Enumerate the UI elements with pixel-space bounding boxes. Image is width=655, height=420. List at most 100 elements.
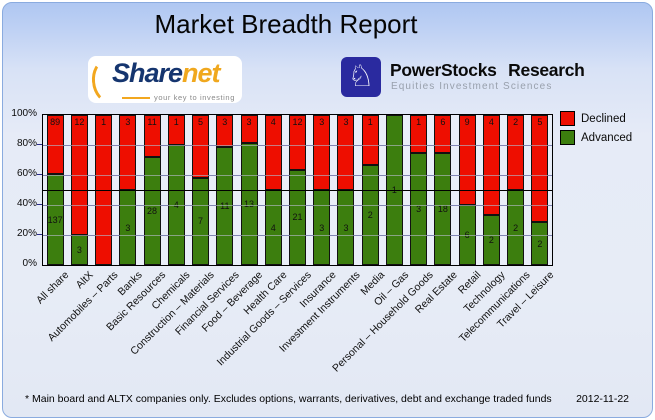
declined-value-label: 89 — [50, 117, 61, 127]
bar-segment-advanced: 4 — [264, 190, 282, 265]
stacked-bar: 89 137 — [46, 115, 64, 265]
y-axis-tick-label: 40% — [16, 198, 37, 209]
sharenet-tagline-rule — [122, 96, 150, 99]
declined-value-label: 1 — [101, 117, 107, 127]
declined-value-label: 5 — [537, 117, 543, 127]
bar-segment-declined: 3 — [240, 115, 258, 144]
advanced-value-label: 7 — [198, 216, 204, 227]
y-axis-tick-label: 0% — [22, 258, 37, 269]
declined-value-label: 3 — [246, 117, 252, 127]
bar-segment-declined: 3 — [119, 115, 137, 190]
stacked-bar: 12 21 — [289, 115, 306, 265]
plot-area: 8913712313311281457311313441221333312113… — [42, 114, 553, 266]
bar-segment-declined: 1 — [167, 115, 185, 145]
y-axis-tick-mark — [37, 234, 42, 235]
bar-segment-declined: 3 — [313, 115, 331, 190]
bar-segment-advanced: 137 — [46, 174, 64, 265]
bar-segment-declined: 5 — [531, 115, 549, 223]
chart-legend: Declined Advanced — [560, 111, 632, 149]
page-title: Market Breadth Report — [154, 9, 418, 39]
sharenet-tagline: your key to investing — [154, 93, 235, 102]
advanced-value-label: 18 — [437, 203, 448, 214]
declined-value-label: 3 — [222, 117, 228, 127]
declined-value-label: 1 — [416, 117, 422, 127]
gridline-overlay — [43, 235, 552, 236]
advanced-value-label: 28 — [147, 206, 158, 217]
bar-segment-advanced: 3 — [70, 235, 88, 265]
stacked-bar: 6 18 — [434, 115, 452, 265]
bar-segment-advanced: 28 — [143, 157, 161, 265]
advanced-value-label: 2 — [367, 210, 373, 220]
stacked-bar: 3 13 — [240, 115, 258, 265]
gridline-overlay — [43, 205, 552, 206]
sharenet-logo-text-share: Share — [112, 58, 183, 88]
bar-segment-advanced: 3 — [119, 190, 137, 265]
declined-value-label: 3 — [343, 117, 349, 127]
fifty-percent-reference-line — [43, 190, 552, 191]
bar-segment-declined: 89 — [46, 115, 64, 175]
footer: * Main board and ALTX companies only. Ex… — [25, 393, 629, 405]
y-axis-tick-mark — [37, 174, 42, 175]
y-axis-tick-mark — [37, 144, 42, 145]
bar-segment-declined: 11 — [143, 115, 161, 158]
bar-segment-advanced: 21 — [289, 169, 306, 265]
bar-segment-declined: 2 — [507, 115, 525, 190]
advanced-value-label: 3 — [76, 245, 82, 255]
advanced-value-label: 4 — [270, 222, 276, 233]
legend-item: Advanced — [560, 130, 632, 145]
x-axis-category-label: All share — [34, 269, 72, 307]
advanced-value-label: 2 — [488, 235, 494, 245]
declined-value-label: 3 — [319, 117, 325, 127]
legend-label: Declined — [581, 112, 626, 125]
bar-segment-declined: 6 — [434, 115, 452, 153]
declined-value-label: 11 — [147, 117, 157, 127]
bar-segment-advanced: 3 — [313, 190, 331, 265]
declined-value-label: 9 — [464, 117, 470, 127]
advanced-value-label: 3 — [125, 222, 131, 233]
sharenet-logo-text: Sharenet — [112, 58, 221, 89]
legend-swatch-declined — [560, 111, 575, 126]
footer-note: * Main board and ALTX companies only. Ex… — [25, 393, 552, 405]
sharenet-logo-text-net: net — [182, 58, 220, 88]
bar-segment-advanced: 2 — [361, 165, 379, 265]
gridline-overlay — [43, 175, 552, 176]
advanced-value-label: 11 — [220, 201, 230, 212]
legend-label: Advanced — [581, 131, 633, 144]
bar-segment-advanced: 18 — [434, 152, 452, 265]
bar-segment-declined: 5 — [192, 115, 210, 178]
advanced-value-label: 3 — [416, 203, 422, 214]
footer-date: 2012-11-22 — [576, 393, 629, 405]
bar-segment-declined: 12 — [289, 115, 306, 170]
bar-segment-advanced: 2 — [482, 215, 500, 265]
advanced-value-label: 3 — [343, 222, 349, 233]
declined-value-label: 12 — [292, 117, 303, 127]
sharenet-tagline-row: your key to investing — [122, 93, 235, 102]
declined-value-label: 4 — [488, 117, 494, 127]
powerstocks-logo-text: PowerStocks Research — [390, 60, 585, 80]
advanced-value-label: 137 — [47, 214, 63, 225]
advanced-value-label: 2 — [537, 238, 543, 249]
bar-segment-declined: 9 — [458, 115, 476, 205]
bar-segment-advanced: 13 — [240, 143, 258, 265]
declined-value-label: 12 — [74, 117, 85, 127]
bar-segment-declined: 4 — [482, 115, 500, 215]
y-axis-tick-mark — [37, 204, 42, 205]
declined-value-label: 1 — [367, 117, 373, 127]
sharenet-logo: Sharenet your key to investing — [88, 56, 242, 105]
declined-value-label: 2 — [513, 117, 519, 127]
bar-segment-declined: 3 — [337, 115, 355, 190]
declined-value-label: 4 — [270, 117, 276, 127]
y-axis-tick-label: 80% — [16, 138, 37, 149]
y-axis-tick-label: 100% — [11, 108, 37, 119]
